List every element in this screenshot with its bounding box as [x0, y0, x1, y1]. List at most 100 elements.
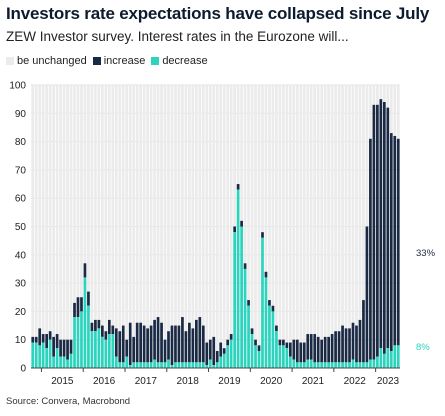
bar-decrease [156, 362, 160, 368]
bar-unchanged [229, 85, 233, 335]
bar-unchanged [355, 85, 358, 326]
bar-unchanged [261, 85, 264, 233]
bar-decrease [45, 348, 49, 368]
bar-decrease [386, 348, 390, 368]
legend-item-increase: increase [92, 55, 146, 67]
annotation-increase-last: 33% [416, 248, 436, 259]
bar-unchanged [174, 85, 177, 326]
bar-decrease [174, 362, 177, 368]
bar-increase [125, 339, 129, 357]
bar-increase [80, 297, 83, 312]
bar-increase [396, 138, 400, 346]
bar-unchanged [94, 85, 97, 320]
bar-unchanged [181, 85, 184, 318]
bar-unchanged [337, 85, 341, 332]
y-tick-label: 40 [15, 250, 27, 261]
bar-increase [264, 271, 268, 278]
bar-unchanged [111, 85, 115, 326]
bar-increase [243, 263, 247, 269]
bar-increase [212, 336, 216, 366]
bar-unchanged [52, 85, 55, 337]
bar-increase [376, 104, 379, 357]
bar-increase [250, 328, 254, 335]
bar-decrease [348, 362, 351, 368]
bar-decrease [167, 359, 170, 368]
bar-unchanged [351, 85, 355, 323]
bar-increase [327, 336, 330, 363]
bar-unchanged [254, 85, 257, 340]
bar-increase [348, 328, 351, 363]
bar-unchanged [243, 85, 247, 264]
y-tick-label: 20 [15, 307, 27, 318]
bar-unchanged [257, 85, 261, 346]
x-tick-label: 2016 [93, 376, 116, 387]
bar-unchanged [369, 85, 372, 139]
bar-decrease [87, 305, 90, 368]
bar-decrease [52, 356, 55, 368]
bar-decrease [38, 345, 42, 368]
bar-decrease [299, 362, 303, 368]
bar-decrease [393, 345, 397, 368]
bar-decrease [219, 356, 223, 368]
bar-unchanged [198, 85, 202, 318]
bar-decrease [376, 356, 379, 368]
bar-increase [389, 133, 393, 352]
bar-increase [45, 334, 49, 349]
bar-increase [66, 339, 69, 360]
bar-unchanged [236, 85, 240, 185]
bar-increase [254, 339, 257, 346]
bar-decrease [62, 356, 66, 368]
bar-increase [292, 339, 296, 360]
bar-unchanged [125, 85, 129, 340]
legend-label-increase: increase [103, 55, 146, 67]
bar-increase [156, 317, 160, 363]
bar-increase [97, 319, 101, 329]
bar-decrease [41, 342, 45, 368]
y-tick-label: 30 [15, 279, 27, 290]
bar-increase [288, 342, 292, 357]
bar-decrease [90, 331, 94, 368]
bar-unchanged [309, 85, 313, 335]
bar-decrease [309, 359, 313, 368]
bar-unchanged [275, 85, 278, 326]
bar-increase [38, 328, 42, 346]
bar-decrease [48, 339, 52, 368]
bar-increase [69, 339, 73, 354]
bar-decrease [198, 362, 202, 368]
bar-decrease [97, 328, 101, 368]
bar-increase [278, 339, 282, 346]
bar-unchanged [365, 85, 369, 227]
bar-increase [369, 138, 372, 360]
bar-increase [372, 104, 376, 360]
bar-decrease [264, 277, 268, 368]
bar-increase [362, 300, 365, 363]
bar-decrease [66, 359, 69, 368]
bar-decrease [107, 334, 111, 368]
bar-unchanged [194, 85, 198, 320]
bar-decrease [188, 362, 191, 368]
bar-decrease [135, 362, 139, 368]
source-note: Source: Convera, Macrobond [6, 396, 131, 407]
bar-decrease [132, 362, 136, 368]
bar-increase [191, 328, 195, 363]
bar-decrease [170, 365, 174, 368]
x-tick-label: 2020 [260, 376, 283, 387]
bar-unchanged [362, 85, 365, 301]
bar-decrease [55, 348, 59, 368]
chart-subtitle: ZEW Investor survey. Interest rates in t… [6, 29, 349, 44]
bar-unchanged [107, 85, 111, 320]
bar-unchanged [288, 85, 292, 343]
bar-increase [261, 232, 264, 238]
bar-increase [194, 319, 198, 363]
bar-decrease [243, 268, 247, 368]
y-tick-label: 100 [9, 81, 26, 92]
bar-unchanged [372, 85, 376, 105]
bar-unchanged [282, 85, 285, 340]
bar-decrease [369, 359, 372, 368]
bar-unchanged [344, 85, 348, 329]
chart-legend: be unchanged increase decrease [6, 55, 208, 67]
bar-decrease [365, 362, 369, 368]
bar-increase [52, 336, 55, 357]
bar-increase [351, 322, 355, 360]
bar-decrease [355, 362, 358, 368]
